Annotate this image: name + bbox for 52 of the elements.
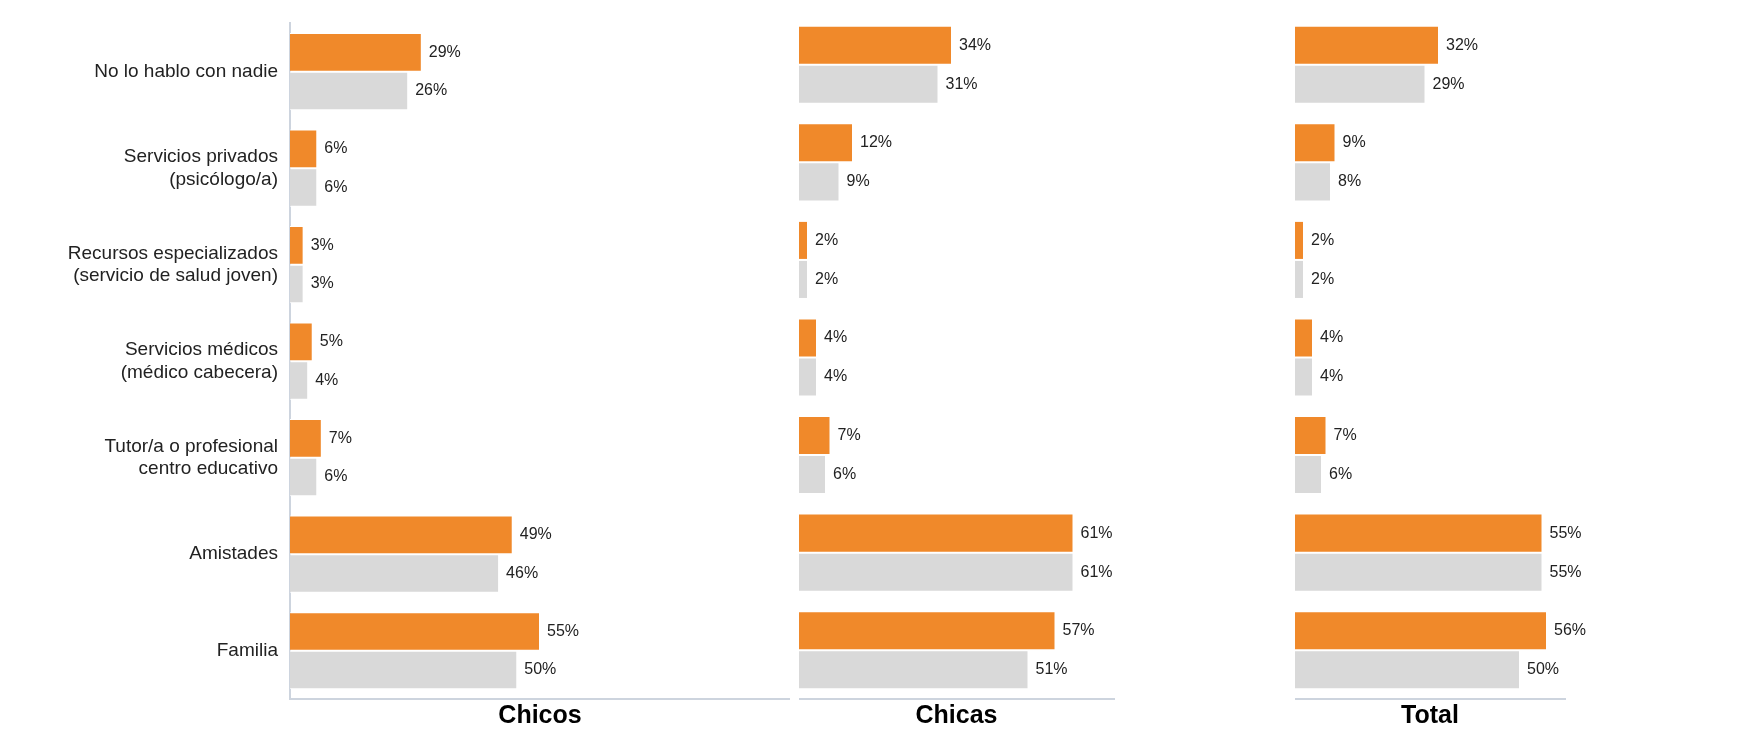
data-label: 6% xyxy=(1329,464,1353,482)
data-label: 9% xyxy=(846,172,870,190)
data-label: 50% xyxy=(1527,660,1560,678)
data-label: 46% xyxy=(506,563,539,581)
data-label: 26% xyxy=(415,81,448,99)
x-axis-title: Chicas xyxy=(915,699,998,728)
data-label: 7% xyxy=(328,428,352,446)
data-label: 9% xyxy=(1342,133,1366,151)
data-label: 57% xyxy=(1062,621,1095,639)
data-label: 56% xyxy=(1554,621,1587,639)
y-tick-label: Servicios privados (psicólogo/a) xyxy=(123,145,278,189)
data-label: 5% xyxy=(319,332,343,350)
data-label: 55% xyxy=(1549,523,1582,541)
x-axis-title: Chicos xyxy=(498,699,582,728)
data-label: 34% xyxy=(959,35,992,53)
data-label: 55% xyxy=(1549,562,1582,580)
y-tick-label: Tutor/a o profesional centro educativo xyxy=(104,434,278,479)
data-label: 8% xyxy=(1338,172,1362,190)
data-label: 4% xyxy=(1320,328,1344,346)
data-label: 2% xyxy=(815,269,839,287)
y-tick-label: No lo hablo con nadie xyxy=(94,59,278,81)
data-label: 7% xyxy=(1333,425,1357,443)
data-label: 2% xyxy=(1311,230,1335,248)
data-label: 29% xyxy=(1432,74,1465,92)
data-label: 29% xyxy=(428,42,461,60)
data-label: 31% xyxy=(945,74,978,92)
data-label: 4% xyxy=(315,370,339,388)
data-label: 32% xyxy=(1446,35,1479,53)
data-label: 61% xyxy=(1080,562,1113,580)
data-label: 4% xyxy=(824,328,848,346)
x-axis-title: Total xyxy=(1401,699,1459,728)
data-label: 6% xyxy=(324,177,348,195)
data-label: 51% xyxy=(1035,660,1068,678)
data-label: 4% xyxy=(1320,367,1344,385)
data-label: 2% xyxy=(1311,269,1335,287)
data-label: 4% xyxy=(824,367,848,385)
y-tick-label: Recursos especializados (servicio de salud joven) xyxy=(67,241,278,286)
data-label: 6% xyxy=(324,467,348,485)
data-label: 55% xyxy=(547,621,580,639)
data-label: 61% xyxy=(1080,523,1113,541)
data-label: 3% xyxy=(310,235,334,253)
data-label: 6% xyxy=(833,464,857,482)
data-label: 50% xyxy=(524,660,557,678)
data-label: 49% xyxy=(519,525,552,543)
data-label: 2% xyxy=(815,230,839,248)
data-label: 7% xyxy=(837,425,861,443)
y-tick-label: Servicios médicos (médico cabecera) xyxy=(120,338,278,382)
y-tick-label: Familia xyxy=(216,638,279,660)
data-label: 3% xyxy=(310,274,334,292)
y-tick-label: Amistades xyxy=(189,542,278,564)
data-label: 6% xyxy=(324,139,348,157)
data-label: 12% xyxy=(860,133,893,151)
